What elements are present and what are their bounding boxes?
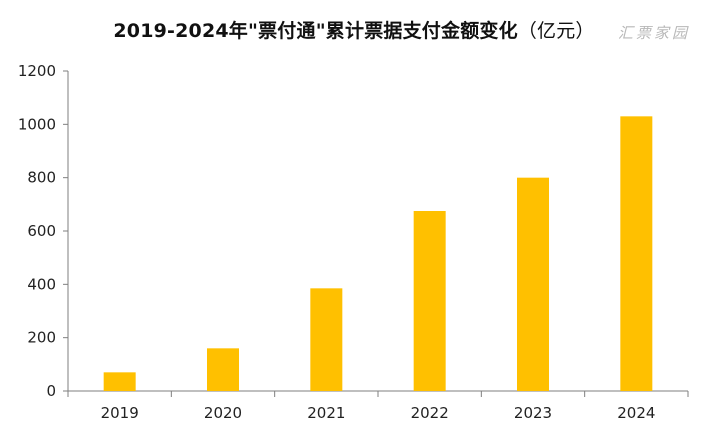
x-tick-label: 2024	[617, 404, 655, 422]
bar-2019	[103, 372, 136, 391]
x-tick-label: 2021	[307, 404, 345, 422]
x-tick-label: 2020	[204, 404, 242, 422]
chart-title: 2019-2024年"票付通"累计票据支付金额变化（亿元）	[0, 16, 708, 43]
y-tick-label: 400	[27, 275, 56, 293]
bar-2021	[310, 288, 343, 391]
chart-title-unit: （亿元）	[517, 20, 595, 42]
x-tick-label: 2022	[411, 404, 449, 422]
watermark-text: 汇票家园	[617, 24, 690, 42]
chart-title-main: 2019-2024年"票付通"累计票据支付金额变化	[113, 20, 518, 42]
y-tick-label: 600	[27, 222, 56, 240]
bar-2020	[207, 348, 239, 391]
y-tick-label: 800	[27, 169, 56, 187]
bar-2022	[413, 211, 446, 391]
x-tick-label: 2019	[101, 404, 139, 422]
y-tick-label: 200	[27, 329, 56, 347]
bar-2024	[620, 116, 653, 391]
bar-2023	[517, 177, 549, 391]
y-tick-label: 0	[46, 382, 56, 400]
x-tick-label: 2023	[514, 404, 552, 422]
y-tick-label: 1200	[18, 62, 56, 80]
y-tick-label: 1000	[18, 115, 56, 133]
